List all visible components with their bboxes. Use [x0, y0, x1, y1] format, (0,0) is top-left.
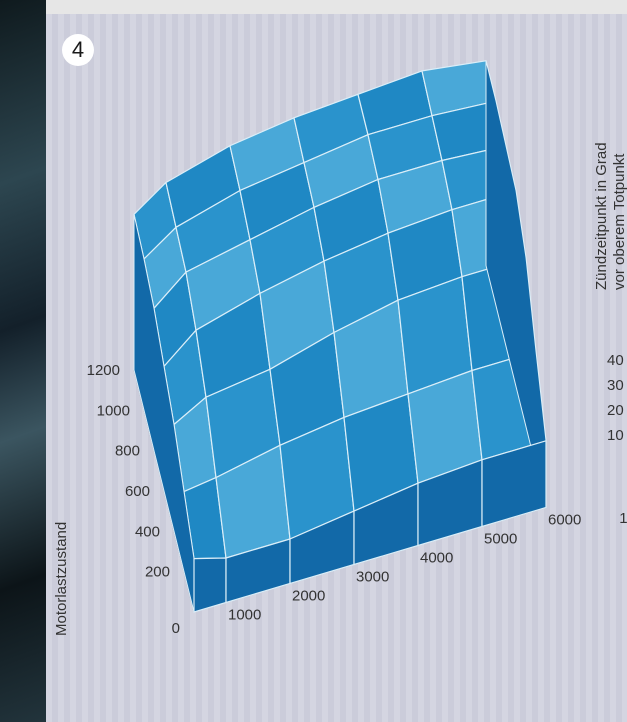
z-tick-label: 10: [607, 427, 624, 444]
x-tick-label: 3000: [356, 569, 389, 586]
left-side-wall: [133, 214, 195, 613]
x-tick-label: 5000: [484, 531, 517, 548]
y-tick-label: 800: [115, 443, 140, 460]
front-wall-cell: [193, 557, 227, 613]
x-tick-label: 6000: [548, 512, 581, 529]
x-tick-label: 4000: [420, 550, 453, 567]
z-axis-label-line2: vor oberem Totpunkt: [611, 153, 627, 290]
z-tick-label: 40: [607, 352, 624, 369]
z-tick-label: 30: [607, 377, 624, 394]
x-tick-label: 2000: [292, 588, 325, 605]
y-tick-label: 1200: [87, 362, 120, 379]
front-wall-cell: [481, 439, 547, 528]
y-tick-label: 400: [135, 523, 160, 540]
y-axis-label: Motorlastzustand: [53, 522, 70, 636]
y-tick-label: 1000: [97, 402, 130, 419]
z-axis-label-line1: Zündzeitpunkt in Grad: [593, 142, 610, 290]
y-tick-label: 600: [125, 483, 150, 500]
y-tick-label: 200: [145, 564, 170, 581]
x-tick-label: 1000: [228, 607, 261, 624]
figure-number-badge: 4: [62, 34, 94, 66]
z-tick-label: 20: [607, 402, 624, 419]
photo-background: [0, 0, 46, 722]
y-tick-label: 0: [172, 620, 180, 637]
x-axis-label: 1/min: [619, 510, 627, 527]
